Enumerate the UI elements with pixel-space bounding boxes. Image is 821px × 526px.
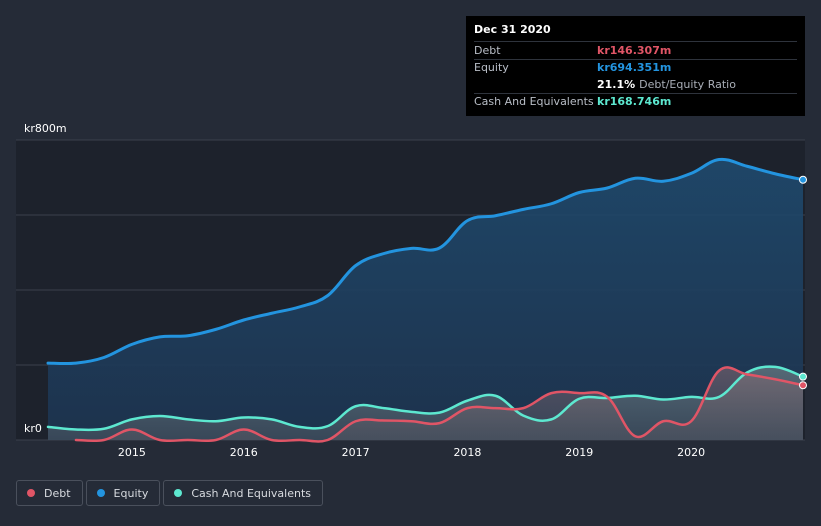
x-tick-label: 2015 [118,446,146,459]
x-tick-label: 2017 [342,446,370,459]
legend-item-debt[interactable]: Debt [16,480,83,506]
tooltip-label: Equity [474,61,509,75]
legend-label: Debt [44,486,71,500]
tooltip-row-ratio: 21.1% Debt/Equity Ratio [474,76,797,93]
tooltip-ratio-label: Debt/Equity Ratio [639,77,736,91]
y-axis-bottom-label: kr0 [24,422,42,435]
equity-area [48,159,803,440]
tooltip-label: Cash And Equivalents [474,95,594,109]
legend-dot-icon [174,489,183,497]
legend-item-cash[interactable]: Cash And Equivalents [163,480,323,506]
debt-area [75,367,804,442]
tooltip-row-equity: Equity kr694.351m [474,58,797,77]
tooltip-value-cash: kr168.746m [597,95,672,109]
chart-legend: Debt Equity Cash And Equivalents [16,480,326,506]
series-lines [46,157,805,443]
tooltip-row-cash: Cash And Equivalents kr168.746m [474,92,797,111]
cash-and-equivalents-line [46,365,805,432]
legend-label: Equity [113,486,149,500]
x-axis-ticks: 2015 2016 2017 2018 2019 2020 [118,446,705,459]
y-axis-top-label: kr800m [24,122,67,135]
debt-endpoint [799,381,807,390]
legend-dot-icon [27,489,35,497]
tooltip-value-equity: kr694.351m [597,61,672,75]
cash-and-equivalents-endpoint [799,372,807,381]
series-areas [48,159,804,442]
legend-dot-icon [96,489,105,497]
equity-line [46,157,805,366]
debt-line [74,366,805,443]
tooltip-row-debt: Debt kr146.307m [474,41,797,59]
x-tick-label: 2019 [565,446,593,459]
x-tick-label: 2018 [453,446,481,459]
tooltip-ratio-value: 21.1% [597,77,636,91]
tooltip-panel: Dec 31 2020 Debt kr146.307m Equity kr694… [466,16,805,116]
series-endpoints [799,175,807,390]
tooltip-label: Debt [474,43,501,57]
tooltip-date: Dec 31 2020 [474,23,551,36]
equity-endpoint [799,175,807,184]
x-tick-label: 2020 [677,446,705,459]
legend-label: Cash And Equivalents [191,486,311,500]
legend-item-equity[interactable]: Equity [85,480,161,506]
x-tick-label: 2016 [230,446,258,459]
tooltip-value-debt: kr146.307m [597,43,672,57]
